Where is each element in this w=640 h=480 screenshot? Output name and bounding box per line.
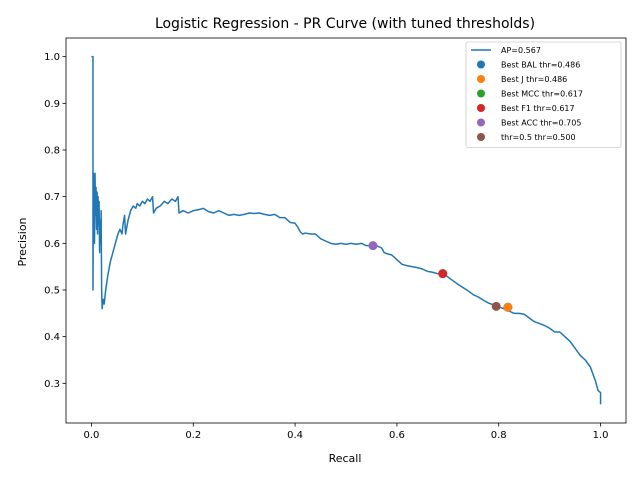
threshold-point-5 xyxy=(491,301,501,311)
y-axis-label: Precision xyxy=(16,217,29,266)
x-tick-label-5: 1.0 xyxy=(593,430,609,441)
x-tick-label-3: 0.6 xyxy=(389,430,405,441)
legend-label-1: Best BAL thr=0.486 xyxy=(501,61,580,70)
legend-label-0: AP=0.567 xyxy=(501,46,541,55)
x-tick-label-2: 0.4 xyxy=(287,430,303,441)
plot-frame xyxy=(65,37,627,424)
legend-label-6: thr=0.5 thr=0.500 xyxy=(501,133,576,142)
legend: AP=0.567 Best BAL thr=0.486 Best J thr=0.4… xyxy=(465,41,622,148)
legend-dot-marker-4 xyxy=(477,104,485,112)
y-tick-label-0: 0.3 xyxy=(44,379,60,390)
x-axis-label: Recall xyxy=(329,452,362,465)
y-tick-label-7: 1.0 xyxy=(44,52,60,63)
y-tick-label-1: 0.4 xyxy=(44,332,60,343)
legend-label-5: Best ACC thr=0.705 xyxy=(501,119,581,128)
legend-label-4: Best F1 thr=0.617 xyxy=(501,104,575,113)
threshold-point-3 xyxy=(438,269,448,279)
legend-box xyxy=(465,41,622,148)
legend-dot-marker-3 xyxy=(477,89,485,98)
legend-dot-marker-2 xyxy=(477,75,485,83)
legend-dot-marker-1 xyxy=(477,60,485,69)
plot-area: 0.0 0.2 0.4 0.6 0.8 1.0 0.3 0.4 0.5 0.6 0.7 0.8 0.9 1… xyxy=(44,37,627,441)
chart-title: Logistic Regression - PR Curve (with tun… xyxy=(155,16,535,32)
pr-curve-line-0 xyxy=(91,55,602,405)
x-tick-label-0: 0.0 xyxy=(84,430,100,441)
y-tick-label-4: 0.7 xyxy=(44,192,60,203)
y-tick-label-2: 0.5 xyxy=(44,286,60,297)
y-tick-label-3: 0.6 xyxy=(44,239,60,250)
legend-label-3: Best MCC thr=0.617 xyxy=(501,90,583,99)
legend-label-2: Best J thr=0.486 xyxy=(501,75,567,84)
threshold-point-4 xyxy=(368,241,378,251)
y-tick-label-5: 0.8 xyxy=(44,146,60,157)
x-tick-label-4: 0.8 xyxy=(491,430,507,441)
threshold-point-1 xyxy=(503,302,513,312)
legend-dot-marker-6 xyxy=(477,133,485,141)
legend-dot-marker-5 xyxy=(477,118,485,127)
y-tick-label-6: 0.9 xyxy=(44,99,60,110)
x-tick-label-1: 0.2 xyxy=(185,430,201,441)
